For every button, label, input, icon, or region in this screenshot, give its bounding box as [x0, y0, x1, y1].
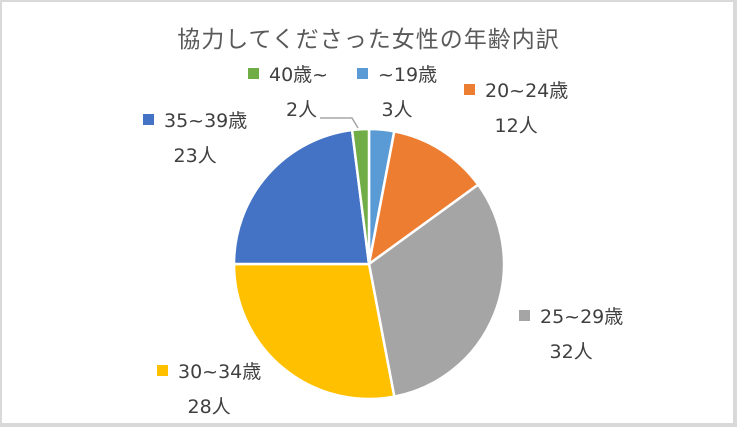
legend-swatch-25-29 — [519, 310, 530, 321]
legend-swatch-30-34 — [157, 365, 168, 376]
pie-slice — [232, 128, 371, 266]
legend-swatch-20-24 — [464, 84, 475, 95]
leader-line-40 — [320, 117, 359, 129]
value-label: 2人 — [286, 99, 318, 121]
pie-slice — [367, 129, 480, 267]
data-label-20-24: 20~24歳 12人 — [464, 76, 568, 138]
legend-swatch-19 — [357, 68, 368, 79]
chart-title: 協力してくださった女性の年齢内訳 — [177, 27, 560, 53]
data-label-30-34: 30~34歳 28人 — [157, 357, 261, 419]
value-label: 3人 — [381, 99, 413, 121]
value-label: 28人 — [187, 396, 231, 418]
category-label: 30~34歳 — [178, 361, 262, 383]
value-label: 32人 — [549, 341, 593, 363]
category-label: 35~39歳 — [164, 110, 248, 132]
category-label: 25~29歳 — [540, 306, 624, 328]
data-label-35-39: 35~39歳 23人 — [143, 106, 247, 168]
legend-swatch-35-39 — [143, 114, 154, 125]
data-label-40: 40歳~ 2人 — [248, 60, 328, 122]
data-label-25-29: 25~29歳 32人 — [519, 302, 623, 364]
legend-swatch-40 — [248, 68, 259, 79]
category-label: 20~24歳 — [485, 80, 569, 102]
value-label: 12人 — [494, 115, 538, 137]
pie-slice — [350, 127, 371, 265]
pie-slice — [232, 262, 396, 401]
category-label: ~19歳 — [378, 64, 438, 86]
value-label: 23人 — [173, 145, 217, 167]
data-label-19: ~19歳 3人 — [357, 60, 437, 122]
category-label: 40歳~ — [269, 64, 329, 86]
pie-slice — [367, 182, 506, 399]
